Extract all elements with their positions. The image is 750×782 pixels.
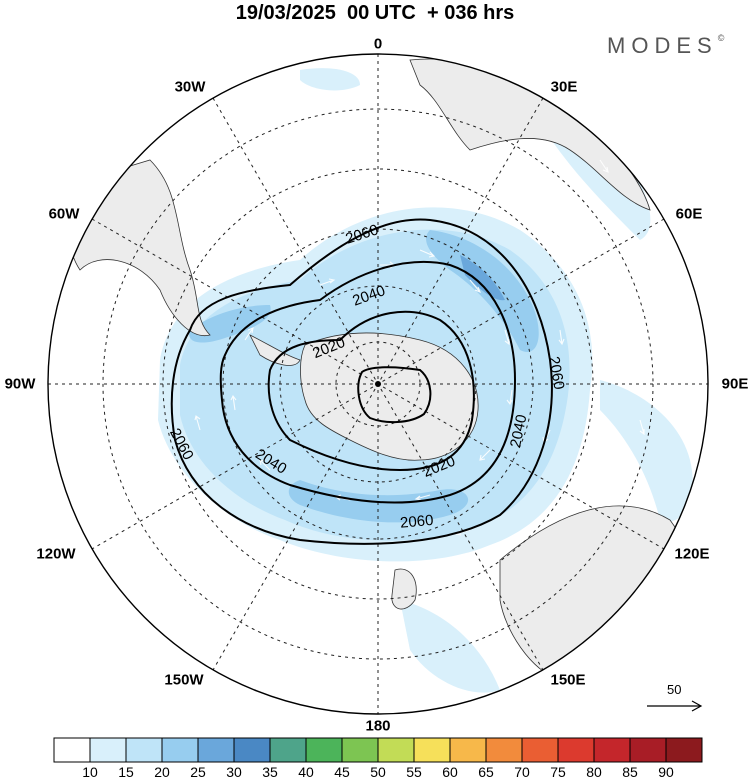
colorbar-swatch bbox=[485, 737, 523, 763]
colorbar-tick-label: 35 bbox=[262, 764, 278, 780]
lon-label-60w: 60W bbox=[48, 205, 80, 223]
lon-label-120e: 120E bbox=[674, 545, 710, 563]
colorbar-tick-label: 45 bbox=[334, 764, 350, 780]
colorbar-tick-label: 25 bbox=[190, 764, 206, 780]
lon-label-150w: 150W bbox=[164, 671, 204, 689]
map-title: 19/03/2025 00 UTC + 036 hrs bbox=[235, 2, 515, 24]
lon-label-60e: 60E bbox=[675, 205, 703, 223]
copyright-mark: © bbox=[717, 33, 725, 43]
colorbar-swatch bbox=[53, 737, 91, 763]
antarctic-peninsula bbox=[249, 334, 301, 366]
brand-name: MODES bbox=[607, 33, 718, 58]
lon-label-180: 180 bbox=[365, 717, 391, 735]
colorbar-swatch bbox=[305, 737, 343, 763]
colorbar-swatch bbox=[269, 737, 307, 763]
contour-label: 2060 bbox=[545, 355, 568, 391]
colorbar-swatch bbox=[125, 737, 163, 763]
lon-label-120w: 120W bbox=[36, 545, 76, 563]
colorbar-swatch bbox=[341, 737, 379, 763]
colorbar-swatch bbox=[89, 737, 127, 763]
colorbar-tick-label: 50 bbox=[370, 764, 386, 780]
lon-label-30e: 30E bbox=[550, 78, 578, 96]
colorbar-tick-label: 85 bbox=[622, 764, 638, 780]
lon-label-30w: 30W bbox=[174, 78, 206, 96]
colorbar-swatch bbox=[521, 737, 559, 763]
colorbar-swatch bbox=[233, 737, 271, 763]
contour-2040 bbox=[219, 261, 517, 504]
contour-2000 bbox=[357, 366, 432, 424]
arrow-right-icon bbox=[647, 700, 703, 712]
pole-marker bbox=[375, 381, 381, 387]
map-area: 2060 2040 2020 2060 2040 2060 2040 2020 … bbox=[48, 54, 708, 714]
colorbar-swatch bbox=[161, 737, 199, 763]
antarctica-land bbox=[300, 332, 479, 461]
lon-label-150e: 150E bbox=[550, 671, 586, 689]
colorbar-swatch bbox=[629, 737, 667, 763]
colorbar-tick-label: 20 bbox=[154, 764, 170, 780]
colorbar-swatch bbox=[665, 737, 703, 763]
colorbar-swatch bbox=[377, 737, 415, 763]
colorbar-tick-label: 55 bbox=[406, 764, 422, 780]
colorbar-tick-label: 60 bbox=[442, 764, 458, 780]
contour-label: 2040 bbox=[507, 413, 531, 449]
colorbar-tick-label: 40 bbox=[298, 764, 314, 780]
colorbar-tick-label: 65 bbox=[478, 764, 494, 780]
lon-label-90w: 90W bbox=[4, 375, 36, 393]
reference-vector-label: 50 bbox=[667, 682, 682, 697]
contour-label: 2060 bbox=[399, 512, 434, 532]
colorbar-swatch bbox=[593, 737, 631, 763]
colorbar-tick-label: 80 bbox=[586, 764, 602, 780]
colorbar bbox=[53, 737, 703, 763]
lon-label-0: 0 bbox=[373, 35, 383, 53]
new-zealand-land bbox=[391, 568, 417, 610]
colorbar-swatch bbox=[413, 737, 451, 763]
brand-logo: MODES© bbox=[607, 33, 724, 59]
colorbar-swatch bbox=[557, 737, 595, 763]
colorbar-swatch bbox=[449, 737, 487, 763]
colorbar-tick-label: 70 bbox=[514, 764, 530, 780]
colorbar-tick-label: 15 bbox=[118, 764, 134, 780]
contour-2060 bbox=[170, 218, 553, 545]
contour-2020 bbox=[267, 310, 475, 472]
lon-label-90e: 90E bbox=[721, 375, 749, 393]
map-boundary bbox=[47, 53, 709, 715]
colorbar-tick-label: 30 bbox=[226, 764, 242, 780]
height-contours bbox=[170, 218, 553, 545]
colorbar-tick-label: 90 bbox=[658, 764, 674, 780]
colorbar-tick-label: 75 bbox=[550, 764, 566, 780]
colorbar-swatch bbox=[197, 737, 235, 763]
colorbar-tick-label: 10 bbox=[82, 764, 98, 780]
